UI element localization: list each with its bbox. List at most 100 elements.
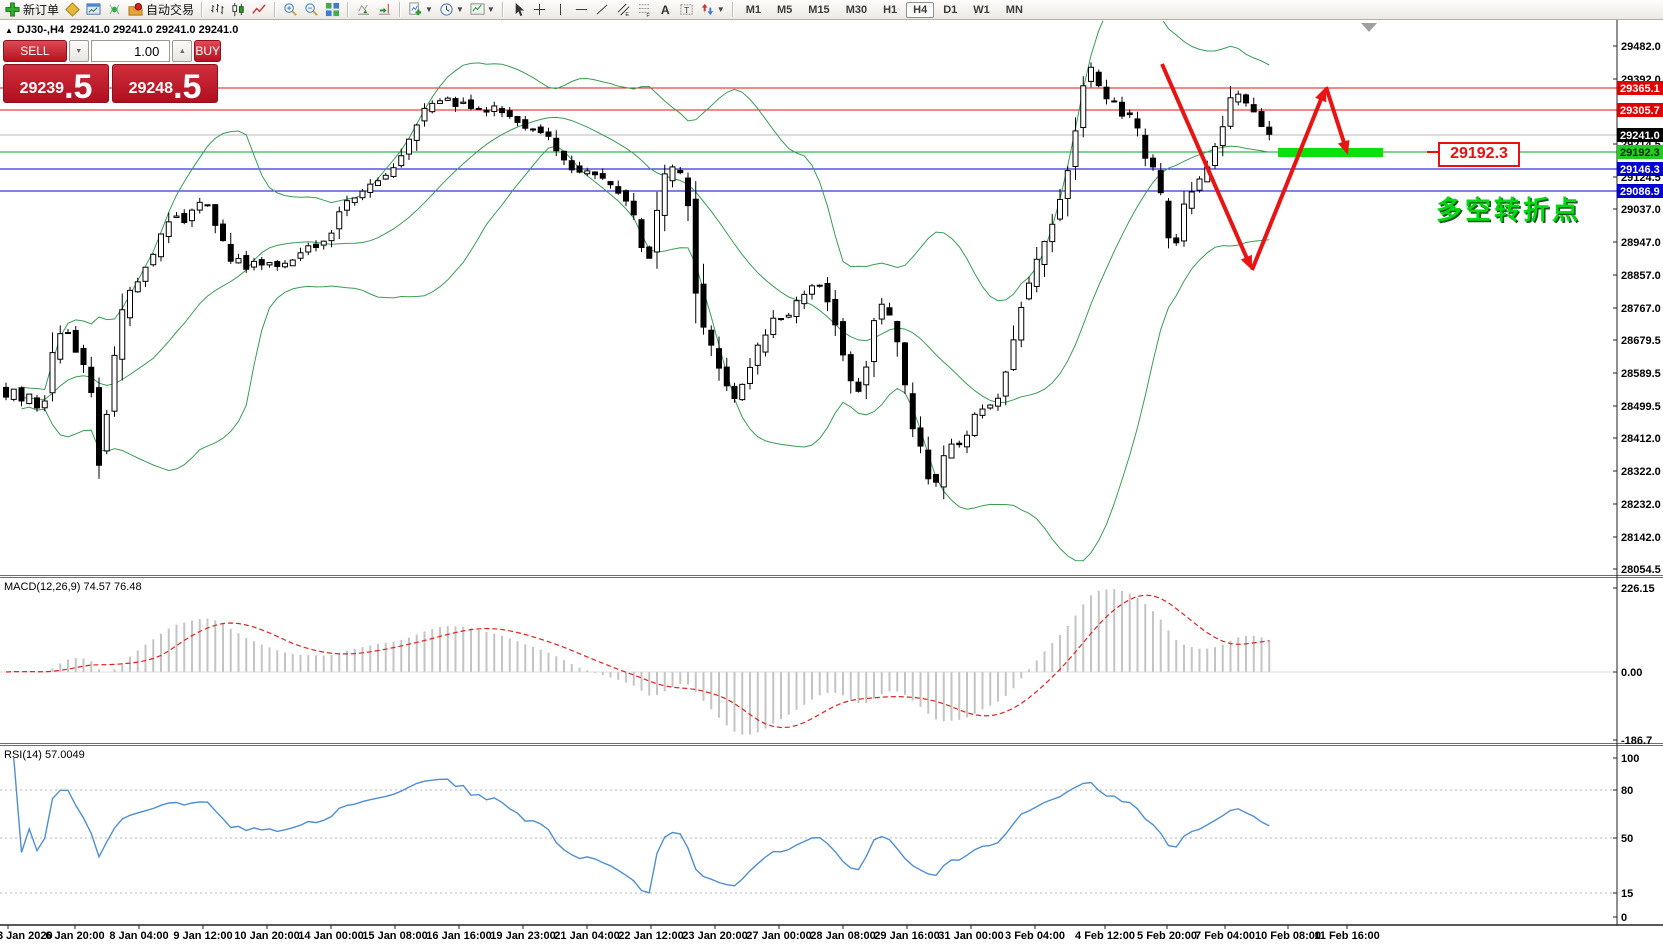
- price-axis-tick: 28857.0: [1621, 270, 1661, 282]
- chart-shift-button[interactable]: [374, 1, 395, 19]
- templates-icon: [470, 3, 485, 15]
- price-badge: 29365.1: [1617, 81, 1663, 95]
- periods-button[interactable]: ▼: [436, 1, 467, 19]
- timeframe-button-h4[interactable]: H4: [906, 1, 935, 18]
- timeframe-button-m30[interactable]: M30: [845, 3, 868, 16]
- crosshair-button[interactable]: [529, 1, 550, 19]
- price-axis-tick: 28322.0: [1621, 466, 1661, 478]
- metaeditor-button[interactable]: [62, 1, 83, 19]
- timeframe-button-m1[interactable]: M1: [745, 3, 761, 16]
- zoom-out-button[interactable]: [301, 1, 322, 19]
- time-axis-label: 9 Jan 12:00: [173, 930, 232, 942]
- timeframe-button-d1[interactable]: D1: [943, 3, 958, 16]
- time-axis-label: 3 Jan 2020: [0, 930, 53, 942]
- candlestick-chart-button[interactable]: [228, 1, 249, 19]
- svg-text:29305.7: 29305.7: [1620, 105, 1660, 117]
- price-axis[interactable]: 29482.029392.029214.529124.529037.028947…: [1613, 20, 1661, 925]
- trend-line-icon: [596, 4, 608, 15]
- ask-price-frac: .5: [173, 68, 202, 107]
- signals-icon: [109, 4, 120, 15]
- text-label-button[interactable]: T: [676, 1, 697, 19]
- fibonacci-button[interactable]: F: [634, 1, 655, 19]
- macd-histogram: [0, 589, 1617, 735]
- sell-button[interactable]: SELL: [3, 40, 67, 62]
- price-badge: 29146.3: [1617, 162, 1663, 176]
- ask-price-box[interactable]: 29248.5: [112, 64, 218, 107]
- horizontal-level-lines[interactable]: [0, 87, 1617, 192]
- symbol-period-label: DJ30-,H4: [16, 24, 64, 36]
- price-annotation-box[interactable]: 29192.3: [1438, 142, 1520, 167]
- price-axis-tick: 28232.0: [1621, 499, 1661, 511]
- one-click-trading-panel: SELL ▼ 1.00 ▲ BUY 29239.5 29248.5: [3, 40, 221, 107]
- volume-decrease-button[interactable]: ▼: [68, 40, 89, 62]
- auto-scroll-icon: [357, 4, 370, 15]
- arrows-button[interactable]: ▼: [697, 1, 728, 19]
- auto-scroll-button[interactable]: [353, 1, 374, 19]
- price-axis-tick: 50: [1621, 833, 1633, 845]
- vertical-line-icon: [559, 3, 561, 16]
- pane-separators[interactable]: [0, 575, 1663, 926]
- line-chart-button[interactable]: [249, 1, 270, 19]
- text-button[interactable]: A: [655, 1, 676, 19]
- buy-button[interactable]: BUY: [194, 40, 221, 62]
- horizontal-line-button[interactable]: [571, 1, 592, 19]
- signals-button[interactable]: [104, 1, 125, 19]
- svg-text:29146.3: 29146.3: [1620, 164, 1660, 176]
- text-label-icon: T: [680, 4, 693, 15]
- chart-shift-marker[interactable]: [1361, 23, 1377, 32]
- price-axis-tick: 28589.5: [1621, 368, 1661, 380]
- indicators-icon: [409, 2, 422, 16]
- time-axis-label: 21 Jan 04:00: [554, 930, 619, 942]
- chinese-annotation-text[interactable]: 多空转折点: [1436, 195, 1582, 225]
- price-axis-tick: 28679.5: [1621, 335, 1661, 347]
- time-axis-label: 31 Jan 00:00: [938, 930, 1003, 942]
- terminal-button[interactable]: [83, 1, 104, 19]
- timeframe-button-w1[interactable]: W1: [973, 3, 990, 16]
- svg-text:29086.9: 29086.9: [1620, 186, 1660, 198]
- trendline-button[interactable]: [592, 1, 613, 19]
- time-axis-label: 27 Jan 00:00: [746, 930, 811, 942]
- zoom-in-button[interactable]: [280, 1, 301, 19]
- candles-chart-icon: [232, 2, 244, 17]
- dropdown-caret-icon: ▼: [455, 5, 464, 14]
- time-axis-label: 11 Feb 16:00: [1314, 930, 1379, 942]
- collapse-panel-icon[interactable]: ▲: [5, 26, 13, 35]
- cursor-button[interactable]: [508, 1, 529, 19]
- autotrading-icon: [128, 2, 143, 16]
- price-note-dash: [1427, 151, 1438, 153]
- new-order-button[interactable]: 新订单: [2, 1, 62, 19]
- autotrading-button[interactable]: 自动交易: [125, 1, 197, 19]
- channel-button[interactable]: E: [613, 1, 634, 19]
- price-badge: 29305.7: [1617, 103, 1663, 117]
- toolbar-separator: [731, 2, 734, 17]
- volume-input[interactable]: 1.00: [90, 40, 171, 62]
- bid-price-main: 29239: [19, 80, 65, 97]
- vertical-line-button[interactable]: [550, 1, 571, 19]
- templates-button[interactable]: ▼: [467, 1, 498, 19]
- timeframe-button-h1[interactable]: H1: [883, 3, 898, 16]
- timeframe-button-mn[interactable]: MN: [1005, 3, 1023, 16]
- time-axis-label: 8 Jan 04:00: [109, 930, 168, 942]
- volume-increase-button[interactable]: ▲: [172, 40, 193, 62]
- timeframe-button-m15[interactable]: M15: [808, 3, 830, 16]
- green-highlight-band[interactable]: [1278, 148, 1383, 157]
- indicators-button[interactable]: ▼: [405, 1, 436, 19]
- time-axis-label: 19 Jan 23:00: [490, 930, 555, 942]
- bid-price-box[interactable]: 29239.5: [3, 64, 109, 104]
- timeframe-button-m5[interactable]: M5: [777, 3, 793, 16]
- text-icon: A: [661, 3, 670, 17]
- trade-panel-prices: 29239.5 29248.5: [3, 64, 221, 107]
- price-badge: 29086.9: [1617, 184, 1663, 198]
- time-axis-label: 29 Jan 16:00: [874, 930, 939, 942]
- price-axis-tick: 80: [1621, 785, 1633, 797]
- time-axis-label: 5 Feb 20:00: [1137, 930, 1197, 942]
- time-axis-label: 3 Feb 04:00: [1005, 930, 1065, 942]
- bar-chart-button[interactable]: [207, 1, 228, 19]
- red-zigzag-arrows[interactable]: [1160, 63, 1350, 271]
- tile-windows-button[interactable]: [322, 1, 343, 19]
- svg-text:29241.0: 29241.0: [1620, 130, 1660, 142]
- candlestick-series: [3, 62, 1273, 500]
- price-badge: 29241.0: [1617, 128, 1663, 142]
